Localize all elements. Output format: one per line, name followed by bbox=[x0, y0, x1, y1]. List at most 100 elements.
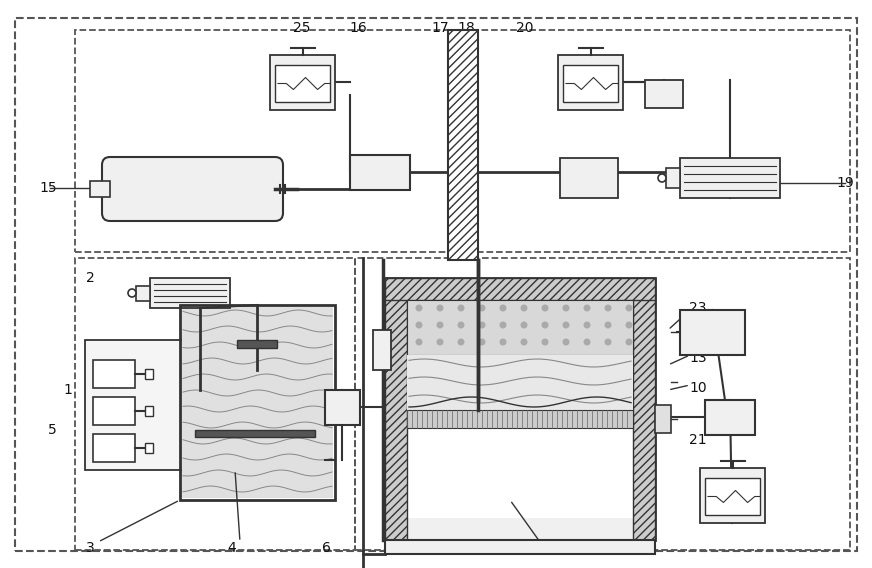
Bar bbox=[385, 278, 655, 300]
Circle shape bbox=[458, 321, 465, 328]
Bar bbox=[90, 181, 110, 197]
Circle shape bbox=[437, 339, 444, 345]
Bar bbox=[195, 430, 315, 437]
Text: 15: 15 bbox=[39, 181, 57, 195]
Circle shape bbox=[415, 339, 423, 345]
Bar bbox=[275, 65, 330, 102]
Circle shape bbox=[500, 321, 507, 328]
Circle shape bbox=[521, 304, 528, 311]
Bar bbox=[350, 155, 410, 190]
Circle shape bbox=[500, 304, 507, 311]
Bar bbox=[407, 410, 633, 428]
Text: 21: 21 bbox=[689, 433, 707, 447]
Bar bbox=[182, 307, 333, 498]
Text: 25: 25 bbox=[293, 21, 310, 35]
Text: 5: 5 bbox=[48, 423, 57, 437]
Circle shape bbox=[437, 321, 444, 328]
Text: 12: 12 bbox=[526, 541, 544, 555]
Bar bbox=[645, 80, 683, 108]
Bar bbox=[237, 340, 277, 348]
Circle shape bbox=[625, 304, 632, 311]
Bar bbox=[448, 30, 478, 260]
Text: 20: 20 bbox=[516, 21, 534, 35]
Circle shape bbox=[562, 304, 569, 311]
Bar bbox=[85, 340, 185, 470]
Bar bbox=[385, 278, 655, 540]
Circle shape bbox=[415, 321, 423, 328]
Circle shape bbox=[521, 339, 528, 345]
Circle shape bbox=[479, 321, 486, 328]
Bar bbox=[145, 406, 153, 416]
Circle shape bbox=[625, 321, 632, 328]
Bar bbox=[270, 55, 335, 110]
FancyBboxPatch shape bbox=[102, 157, 283, 221]
Bar bbox=[705, 400, 755, 435]
Text: 6: 6 bbox=[322, 541, 330, 555]
Text: 23: 23 bbox=[689, 301, 706, 315]
Bar bbox=[563, 65, 618, 102]
Bar bbox=[75, 30, 850, 252]
Circle shape bbox=[500, 339, 507, 345]
Bar bbox=[633, 278, 655, 540]
Text: 17: 17 bbox=[431, 21, 449, 35]
Circle shape bbox=[583, 339, 590, 345]
Circle shape bbox=[479, 339, 486, 345]
Circle shape bbox=[604, 304, 611, 311]
Text: 7: 7 bbox=[418, 541, 426, 555]
Text: 13: 13 bbox=[689, 351, 707, 365]
Bar bbox=[666, 168, 680, 188]
Bar bbox=[180, 305, 335, 500]
Text: 1: 1 bbox=[64, 383, 72, 397]
Circle shape bbox=[128, 289, 136, 297]
Bar bbox=[560, 158, 618, 198]
Circle shape bbox=[658, 174, 666, 182]
Text: 4: 4 bbox=[228, 541, 236, 555]
Text: 2: 2 bbox=[85, 271, 94, 285]
Bar bbox=[558, 55, 623, 110]
Bar bbox=[145, 369, 153, 379]
Circle shape bbox=[542, 321, 548, 328]
Bar bbox=[700, 468, 765, 523]
Bar bbox=[680, 158, 780, 198]
Circle shape bbox=[521, 321, 528, 328]
Text: 16: 16 bbox=[349, 21, 367, 35]
Circle shape bbox=[458, 339, 465, 345]
Circle shape bbox=[542, 304, 548, 311]
Circle shape bbox=[458, 304, 465, 311]
Bar bbox=[385, 278, 407, 540]
Circle shape bbox=[562, 339, 569, 345]
Circle shape bbox=[479, 304, 486, 311]
Circle shape bbox=[583, 321, 590, 328]
Bar bbox=[407, 300, 633, 355]
Bar bbox=[355, 258, 850, 550]
Text: 19: 19 bbox=[836, 176, 854, 190]
Bar bbox=[680, 310, 745, 355]
Text: 10: 10 bbox=[689, 381, 707, 395]
Text: A: A bbox=[103, 367, 112, 381]
Bar bbox=[407, 428, 633, 518]
Bar bbox=[93, 434, 135, 462]
Bar bbox=[705, 478, 760, 515]
Bar bbox=[75, 258, 355, 550]
Bar bbox=[373, 330, 391, 370]
Circle shape bbox=[583, 304, 590, 311]
Bar bbox=[145, 443, 153, 453]
Bar bbox=[655, 405, 671, 433]
Circle shape bbox=[437, 304, 444, 311]
Circle shape bbox=[604, 321, 611, 328]
Bar bbox=[385, 540, 655, 554]
Circle shape bbox=[625, 339, 632, 345]
Text: 3: 3 bbox=[85, 541, 94, 555]
Bar bbox=[407, 355, 633, 410]
Circle shape bbox=[415, 304, 423, 311]
Text: B: B bbox=[103, 404, 112, 417]
Bar bbox=[93, 397, 135, 425]
Bar bbox=[150, 278, 230, 308]
Circle shape bbox=[604, 339, 611, 345]
Text: 18: 18 bbox=[457, 21, 475, 35]
Bar bbox=[325, 390, 360, 425]
Text: 22: 22 bbox=[709, 501, 726, 515]
Circle shape bbox=[542, 339, 548, 345]
Text: 8: 8 bbox=[390, 541, 399, 555]
Bar bbox=[136, 286, 150, 300]
